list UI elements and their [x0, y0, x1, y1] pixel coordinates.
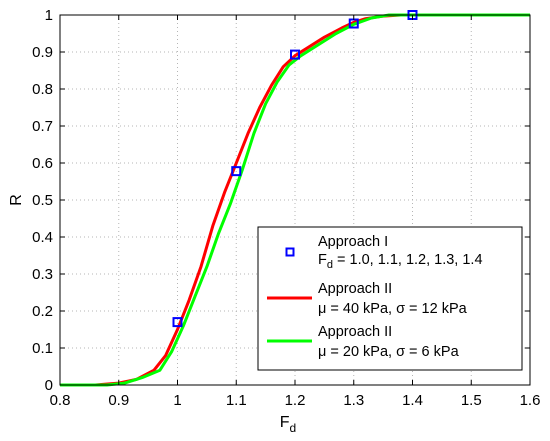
x-tick-label: 1.5	[461, 392, 482, 409]
x-tick-label: 1.4	[402, 392, 423, 409]
y-tick-label: 0.2	[32, 303, 53, 320]
y-tick-label: 0.1	[32, 340, 53, 357]
x-tick-label: 1	[173, 392, 181, 409]
y-tick-label: 0.6	[32, 155, 53, 172]
y-tick-label: 0	[45, 377, 53, 394]
x-tick-label: 1.1	[226, 392, 247, 409]
series-line-approach-2-red	[60, 13, 530, 387]
y-tick-label: 0.4	[32, 229, 53, 246]
legend-label-approach-1-detail: Fd = 1.0, 1.1, 1.2, 1.3, 1.4	[318, 252, 483, 271]
legend-marker-approach-1	[285, 247, 295, 257]
x-axis-label: Fd	[280, 414, 296, 435]
legend: Approach I Fd = 1.0, 1.1, 1.2, 1.3, 1.4 …	[257, 226, 523, 371]
legend-label-approach-2-red: Approach II	[318, 281, 392, 297]
series-line-approach-2-green	[60, 13, 530, 387]
x-tick-label: 1.6	[520, 392, 541, 409]
x-tick-label: 1.3	[343, 392, 364, 409]
legend-label-approach-1: Approach I	[318, 234, 388, 250]
x-tick-label: 0.9	[108, 392, 129, 409]
series-marker-approach-1	[290, 49, 300, 60]
legend-label-approach-2-green: Approach II	[318, 324, 392, 340]
tick-labels: 0.8 0.9 1 1.1 1.2 1.3 1.4 1.5 1.6 0 0.1 0.2 0.3 0.4 0.…	[32, 7, 540, 409]
y-tick-label: 1	[45, 7, 53, 24]
ticks	[59, 14, 531, 386]
y-tick-label: 0.7	[32, 118, 53, 135]
y-axis-label: R	[8, 194, 25, 206]
y-tick-label: 0.3	[32, 266, 53, 283]
series-marker-approach-1	[172, 317, 183, 328]
legend-label-approach-2-green-detail: μ = 20 kPa, σ = 6 kPa	[318, 344, 460, 360]
x-tick-label: 0.8	[50, 392, 71, 409]
series-marker-approach-1	[231, 166, 242, 177]
y-tick-label: 0.5	[32, 192, 53, 209]
y-tick-label: 0.9	[32, 44, 53, 61]
y-tick-label: 0.8	[32, 81, 53, 98]
x-tick-label: 1.2	[285, 392, 306, 409]
legend-label-approach-2-red-detail: μ = 40 kPa, σ = 12 kPa	[318, 301, 468, 317]
